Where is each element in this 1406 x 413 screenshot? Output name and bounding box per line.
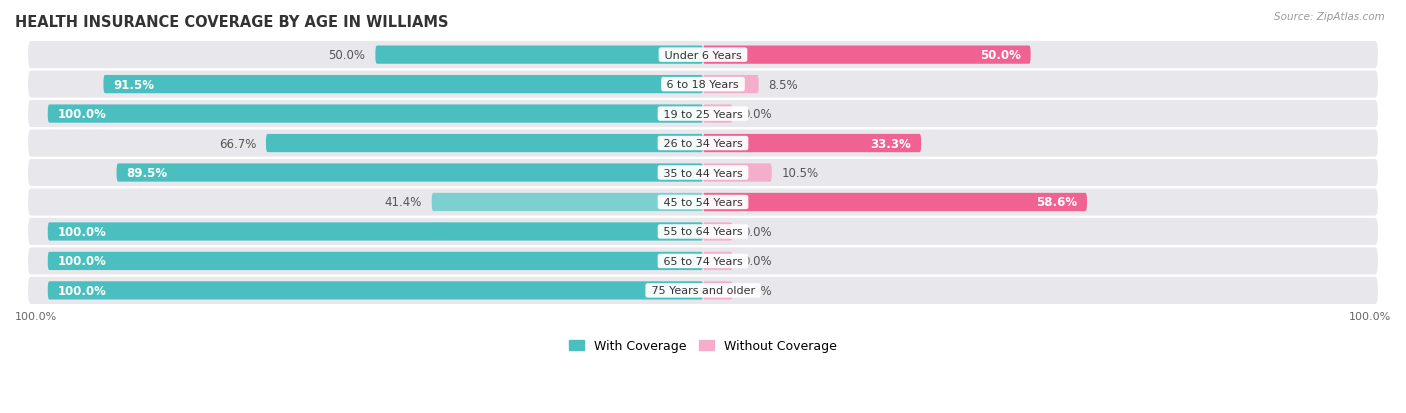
Text: HEALTH INSURANCE COVERAGE BY AGE IN WILLIAMS: HEALTH INSURANCE COVERAGE BY AGE IN WILL…	[15, 15, 449, 30]
Text: 35 to 44 Years: 35 to 44 Years	[659, 168, 747, 178]
Text: 50.0%: 50.0%	[980, 49, 1021, 62]
Text: 26 to 34 Years: 26 to 34 Years	[659, 139, 747, 149]
FancyBboxPatch shape	[432, 193, 703, 211]
Text: 100.0%: 100.0%	[15, 311, 58, 321]
Text: 58.6%: 58.6%	[1036, 196, 1077, 209]
FancyBboxPatch shape	[375, 46, 703, 64]
Text: 8.5%: 8.5%	[769, 78, 799, 91]
Text: 45 to 54 Years: 45 to 54 Years	[659, 197, 747, 207]
FancyBboxPatch shape	[28, 42, 1378, 69]
FancyBboxPatch shape	[28, 101, 1378, 128]
FancyBboxPatch shape	[28, 277, 1378, 304]
FancyBboxPatch shape	[703, 164, 772, 182]
Text: 100.0%: 100.0%	[58, 225, 107, 238]
Text: 89.5%: 89.5%	[127, 166, 167, 180]
Text: 55 to 64 Years: 55 to 64 Years	[659, 227, 747, 237]
FancyBboxPatch shape	[48, 252, 703, 271]
Text: 10.5%: 10.5%	[782, 166, 818, 180]
Text: 65 to 74 Years: 65 to 74 Years	[659, 256, 747, 266]
FancyBboxPatch shape	[703, 252, 733, 271]
FancyBboxPatch shape	[28, 248, 1378, 275]
Text: Source: ZipAtlas.com: Source: ZipAtlas.com	[1274, 12, 1385, 22]
FancyBboxPatch shape	[703, 46, 1031, 64]
FancyBboxPatch shape	[48, 223, 703, 241]
FancyBboxPatch shape	[703, 135, 921, 153]
FancyBboxPatch shape	[48, 282, 703, 300]
Text: 75 Years and older: 75 Years and older	[648, 286, 758, 296]
FancyBboxPatch shape	[48, 105, 703, 123]
Text: 50.0%: 50.0%	[329, 49, 366, 62]
Text: Under 6 Years: Under 6 Years	[661, 50, 745, 60]
Legend: With Coverage, Without Coverage: With Coverage, Without Coverage	[564, 335, 842, 357]
Text: 100.0%: 100.0%	[1348, 311, 1391, 321]
Text: 100.0%: 100.0%	[58, 284, 107, 297]
FancyBboxPatch shape	[28, 130, 1378, 157]
Text: 0.0%: 0.0%	[742, 284, 772, 297]
FancyBboxPatch shape	[703, 105, 733, 123]
Text: 0.0%: 0.0%	[742, 255, 772, 268]
Text: 0.0%: 0.0%	[742, 225, 772, 238]
Text: 91.5%: 91.5%	[114, 78, 155, 91]
Text: 33.3%: 33.3%	[870, 137, 911, 150]
FancyBboxPatch shape	[104, 76, 703, 94]
Text: 19 to 25 Years: 19 to 25 Years	[659, 109, 747, 119]
FancyBboxPatch shape	[703, 76, 759, 94]
FancyBboxPatch shape	[28, 71, 1378, 98]
FancyBboxPatch shape	[703, 282, 733, 300]
FancyBboxPatch shape	[28, 189, 1378, 216]
FancyBboxPatch shape	[703, 193, 1087, 211]
FancyBboxPatch shape	[266, 135, 703, 153]
Text: 6 to 18 Years: 6 to 18 Years	[664, 80, 742, 90]
FancyBboxPatch shape	[28, 218, 1378, 245]
Text: 100.0%: 100.0%	[58, 255, 107, 268]
FancyBboxPatch shape	[28, 159, 1378, 187]
Text: 41.4%: 41.4%	[384, 196, 422, 209]
FancyBboxPatch shape	[703, 223, 733, 241]
Text: 100.0%: 100.0%	[58, 108, 107, 121]
FancyBboxPatch shape	[117, 164, 703, 182]
Text: 0.0%: 0.0%	[742, 108, 772, 121]
Text: 66.7%: 66.7%	[219, 137, 256, 150]
